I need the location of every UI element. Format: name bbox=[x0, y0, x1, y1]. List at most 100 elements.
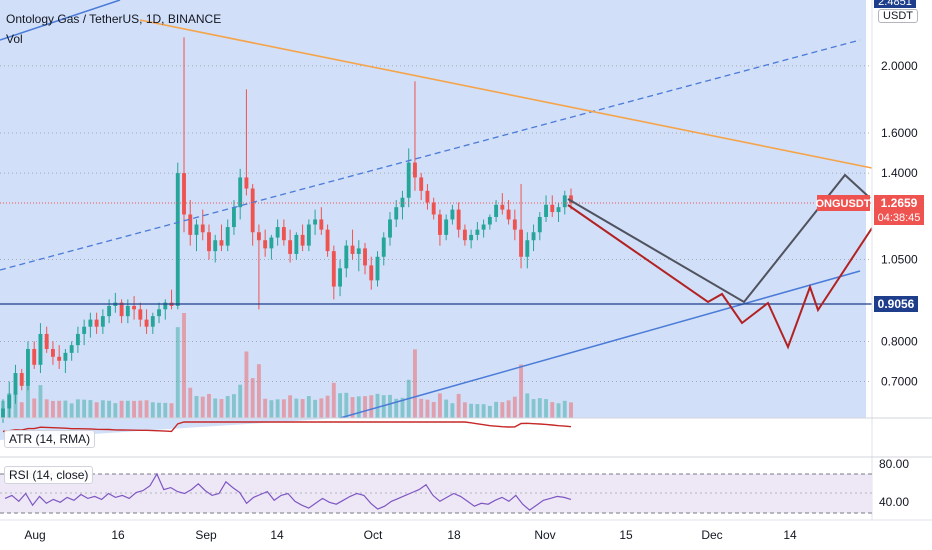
price-tick-label: 0.7000 bbox=[881, 375, 918, 389]
price-axis[interactable] bbox=[872, 0, 932, 550]
volume-bar bbox=[219, 399, 224, 418]
volume-bar bbox=[182, 313, 186, 418]
candle-body bbox=[437, 214, 442, 235]
volume-bar bbox=[369, 395, 374, 418]
volume-bar bbox=[163, 402, 168, 418]
volume-bar bbox=[238, 384, 243, 418]
price-tick-label: 1.0500 bbox=[881, 253, 918, 267]
candle-body bbox=[569, 195, 573, 204]
candle-body bbox=[356, 248, 361, 254]
candle-body bbox=[444, 219, 449, 235]
volume-bar bbox=[175, 327, 180, 418]
level-badge-text: 0.9056 bbox=[878, 297, 915, 311]
candle-body bbox=[32, 348, 37, 365]
volume-bar bbox=[475, 404, 480, 418]
volume-bar bbox=[375, 393, 380, 418]
time-tick-label: 14 bbox=[783, 528, 797, 542]
countdown-value: 04:38:45 bbox=[878, 212, 921, 224]
volume-bar bbox=[512, 396, 517, 418]
candle-body bbox=[400, 197, 405, 208]
price-axis-ticks: 2.0000 1.6000 1.4000 1.0500 0.8000 0.7000 bbox=[881, 59, 918, 389]
volume-bar bbox=[63, 400, 68, 418]
candle-body bbox=[350, 245, 355, 254]
volume-bar bbox=[338, 393, 342, 418]
candle-body bbox=[26, 348, 30, 386]
candle-body bbox=[413, 162, 417, 178]
volume-bar bbox=[381, 395, 386, 418]
time-tick-label: 14 bbox=[270, 528, 284, 542]
volume-bar bbox=[19, 402, 24, 418]
volume-bar bbox=[138, 400, 143, 418]
volume-bars bbox=[1, 313, 573, 418]
last-price-value: 1.2659 bbox=[881, 196, 918, 210]
candle-body bbox=[269, 237, 274, 249]
volume-label: Vol bbox=[6, 32, 23, 46]
volume-bar bbox=[169, 403, 174, 418]
candle-body bbox=[556, 207, 561, 213]
volume-bar bbox=[331, 382, 336, 418]
candle-body bbox=[175, 173, 180, 306]
volume-bar bbox=[519, 364, 524, 418]
candle-body bbox=[82, 326, 87, 334]
candle-body bbox=[394, 207, 399, 220]
candle-body bbox=[475, 229, 480, 235]
volume-bar bbox=[444, 399, 449, 418]
volume-bar bbox=[82, 399, 87, 418]
candle-body bbox=[306, 224, 311, 246]
candle-body bbox=[88, 319, 93, 327]
candle-body bbox=[244, 177, 249, 189]
chart-title: Ontology Gas / TetherUS, 1D, BINANCE bbox=[6, 12, 222, 26]
volume-bar bbox=[400, 397, 405, 418]
price-grid bbox=[0, 65, 872, 382]
candle-body bbox=[512, 219, 517, 230]
volume-bar bbox=[300, 399, 305, 418]
currency-selector[interactable]: USDT bbox=[878, 9, 918, 23]
volume-bar bbox=[562, 400, 567, 418]
candle-body bbox=[132, 305, 137, 310]
candle-body bbox=[182, 173, 186, 215]
volume-bar bbox=[256, 364, 261, 418]
candle-body bbox=[194, 224, 199, 235]
volume-bar bbox=[363, 396, 367, 418]
candle-body bbox=[562, 195, 567, 208]
volume-bar bbox=[207, 393, 211, 418]
candle-body bbox=[500, 204, 505, 210]
candle-body bbox=[544, 204, 548, 217]
candle-body bbox=[288, 240, 293, 254]
volume-bar bbox=[319, 398, 324, 418]
candle-body bbox=[219, 240, 224, 246]
volume-bar bbox=[69, 403, 74, 418]
volume-bar bbox=[50, 400, 55, 418]
volume-bar bbox=[456, 393, 461, 418]
price-tick-label: 0.8000 bbox=[881, 334, 918, 348]
candle-body bbox=[469, 234, 474, 241]
candle-body bbox=[494, 204, 499, 217]
volume-bar bbox=[188, 387, 193, 418]
candle-body bbox=[331, 251, 336, 287]
volume-bar bbox=[125, 400, 130, 418]
candle-body bbox=[238, 177, 243, 208]
candle-body bbox=[406, 162, 411, 198]
volume-bar bbox=[225, 396, 230, 418]
candle-body bbox=[263, 240, 268, 249]
candle-body bbox=[313, 219, 318, 225]
volume-bar bbox=[38, 385, 43, 418]
top-price-badge-text: 2.4851 bbox=[878, 0, 912, 8]
candle-body bbox=[325, 229, 330, 252]
candle-body bbox=[19, 373, 24, 386]
candle-body bbox=[388, 219, 392, 238]
price-tick-label: 1.6000 bbox=[881, 126, 918, 140]
volume-bar bbox=[325, 395, 330, 418]
candle-body bbox=[275, 227, 280, 238]
time-tick-label: Aug bbox=[24, 528, 45, 542]
volume-bar bbox=[313, 399, 318, 418]
candle-body bbox=[232, 207, 236, 228]
volume-bar bbox=[194, 396, 199, 418]
atr-label[interactable]: ATR (14, RMA) bbox=[4, 430, 96, 448]
rsi-label[interactable]: RSI (14, close) bbox=[4, 466, 94, 484]
projection-path-gray bbox=[567, 173, 871, 304]
candle-body bbox=[419, 177, 424, 191]
candle-body bbox=[375, 256, 380, 281]
volume-bar bbox=[94, 402, 99, 418]
